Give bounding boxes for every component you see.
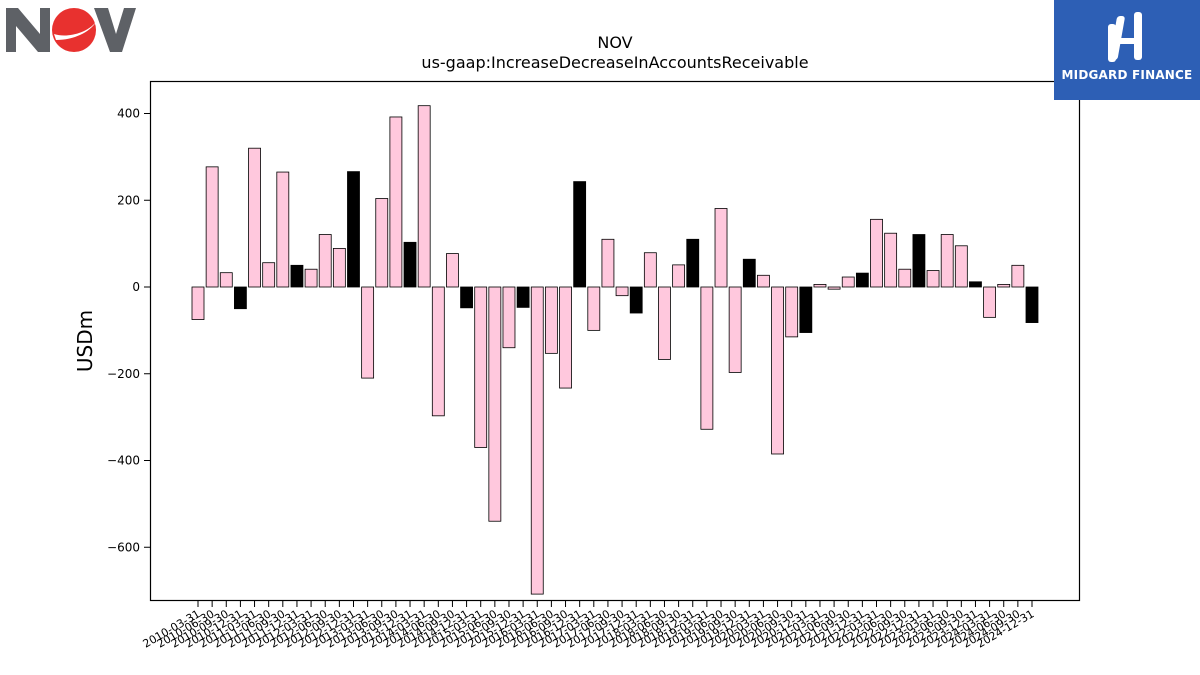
bar bbox=[700, 286, 714, 430]
y-tick-label: 0 bbox=[132, 280, 140, 294]
midgard-mark-icon bbox=[1108, 12, 1142, 62]
bar bbox=[714, 208, 728, 288]
bar bbox=[290, 264, 304, 288]
bar bbox=[884, 232, 898, 288]
bar bbox=[643, 252, 657, 288]
bar bbox=[615, 286, 629, 297]
bar bbox=[757, 274, 770, 288]
bar bbox=[912, 234, 926, 288]
bar bbox=[799, 286, 813, 333]
nov-logo bbox=[4, 4, 136, 56]
midgard-finance-logo: MIDGARD FINANCE bbox=[1054, 0, 1200, 100]
bar bbox=[234, 286, 247, 310]
bar bbox=[460, 286, 473, 309]
bar bbox=[870, 218, 883, 288]
bar bbox=[262, 262, 276, 288]
bar bbox=[954, 245, 968, 288]
bar bbox=[403, 241, 417, 288]
bar bbox=[304, 268, 318, 288]
y-axis: −600 −400 −200 0 200 400 bbox=[107, 107, 150, 554]
midgard-finance-wordmark: MIDGARD FINANCE bbox=[1061, 68, 1193, 82]
bar bbox=[417, 105, 431, 288]
bar bbox=[431, 286, 445, 417]
bar bbox=[1011, 264, 1025, 288]
bar bbox=[530, 286, 544, 595]
bar bbox=[375, 198, 389, 288]
bar bbox=[997, 283, 1011, 288]
x-axis: 2010-03-312010-06-302010-09-302010-12-31… bbox=[141, 601, 1037, 651]
bar bbox=[728, 286, 742, 373]
bar bbox=[474, 286, 488, 448]
bar bbox=[629, 286, 643, 314]
bar bbox=[672, 264, 686, 288]
y-tick-label: 200 bbox=[117, 193, 140, 207]
y-tick-label: −200 bbox=[107, 367, 140, 381]
bar bbox=[332, 247, 346, 288]
bar bbox=[389, 116, 403, 288]
bar bbox=[446, 253, 459, 288]
bar bbox=[771, 286, 784, 455]
bar bbox=[785, 286, 799, 338]
bar bbox=[841, 276, 855, 288]
bar bbox=[573, 181, 587, 288]
bar bbox=[686, 238, 700, 288]
bar bbox=[742, 258, 756, 288]
bar bbox=[587, 286, 601, 331]
bar bbox=[488, 286, 502, 522]
bar bbox=[559, 286, 572, 389]
bar bbox=[318, 234, 332, 288]
y-axis-label: USDm bbox=[73, 310, 97, 372]
bar bbox=[219, 272, 233, 288]
bar bbox=[855, 272, 869, 288]
y-tick-label: −600 bbox=[107, 540, 140, 554]
bar bbox=[276, 171, 290, 288]
bar bbox=[969, 281, 982, 288]
bars-group bbox=[191, 105, 1039, 595]
bar bbox=[898, 268, 912, 288]
bar bbox=[940, 234, 954, 288]
bar bbox=[601, 238, 615, 288]
bar bbox=[191, 286, 205, 320]
chart-title: NOV bbox=[597, 33, 632, 52]
chart-subtitle: us-gaap:IncreaseDecreaseInAccountsReceiv… bbox=[421, 53, 808, 72]
bar bbox=[1025, 286, 1039, 323]
bar bbox=[827, 286, 841, 290]
bar bbox=[347, 171, 360, 288]
bar bbox=[502, 286, 516, 349]
bar bbox=[983, 286, 996, 318]
plot-frame bbox=[149, 80, 1081, 602]
bar bbox=[205, 166, 219, 288]
bar bbox=[248, 147, 261, 288]
bar bbox=[658, 286, 671, 360]
bar bbox=[926, 270, 940, 288]
bar bbox=[544, 286, 558, 354]
y-tick-label: 400 bbox=[117, 107, 140, 121]
bar bbox=[516, 286, 530, 308]
y-tick-label: −400 bbox=[107, 454, 140, 468]
bar bbox=[361, 286, 375, 379]
bar bbox=[813, 283, 827, 288]
